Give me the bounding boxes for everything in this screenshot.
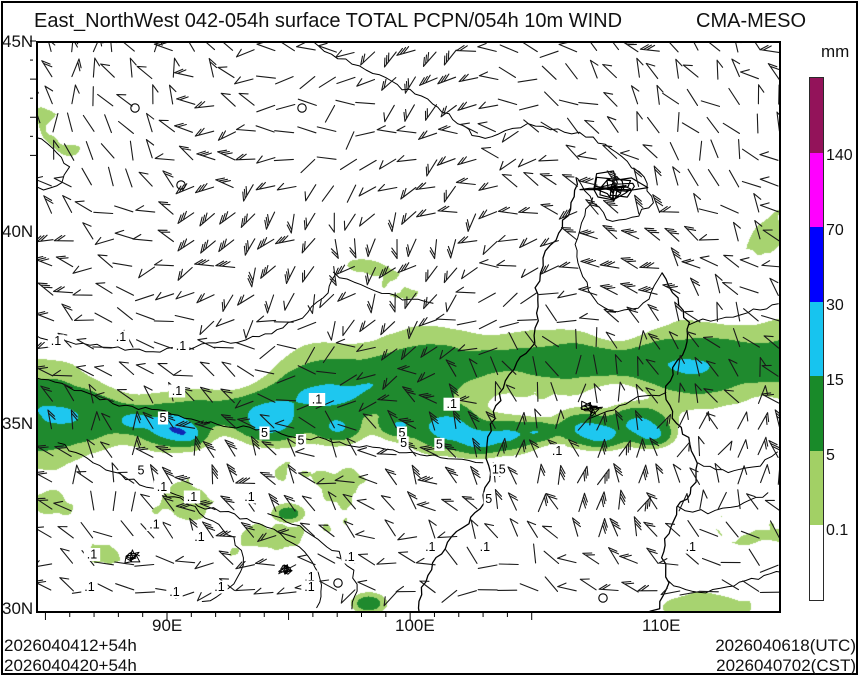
- svg-text:.1: .1: [176, 339, 186, 353]
- svg-text:5: 5: [485, 492, 492, 506]
- svg-text:.1: .1: [425, 540, 435, 554]
- svg-text:.1: .1: [187, 490, 197, 504]
- svg-text:5: 5: [436, 437, 443, 451]
- svg-text:5: 5: [160, 411, 167, 425]
- svg-text:.1: .1: [214, 580, 224, 594]
- svg-text:.1: .1: [552, 444, 562, 458]
- svg-text:.1: .1: [116, 330, 126, 344]
- svg-text:.1: .1: [51, 334, 61, 348]
- svg-text:15: 15: [492, 463, 506, 477]
- svg-text:.1: .1: [172, 384, 182, 398]
- svg-text:5: 5: [138, 464, 145, 478]
- svg-text:.1: .1: [149, 518, 159, 532]
- svg-text:5: 5: [261, 426, 268, 440]
- svg-text:.1: .1: [87, 548, 97, 562]
- svg-text:.1: .1: [194, 530, 204, 544]
- svg-text:5: 5: [298, 434, 305, 448]
- svg-text:.1: .1: [344, 550, 354, 564]
- svg-text:.1: .1: [84, 580, 94, 594]
- svg-text:.1: .1: [304, 580, 314, 594]
- svg-text:.1: .1: [480, 540, 490, 554]
- svg-text:.1: .1: [446, 397, 456, 411]
- svg-text:.1: .1: [169, 585, 179, 599]
- svg-text:.1: .1: [312, 393, 322, 407]
- svg-text:.1: .1: [686, 540, 696, 554]
- svg-text:5: 5: [400, 436, 407, 450]
- svg-text:.1: .1: [244, 490, 254, 504]
- svg-text:.1: .1: [157, 480, 167, 494]
